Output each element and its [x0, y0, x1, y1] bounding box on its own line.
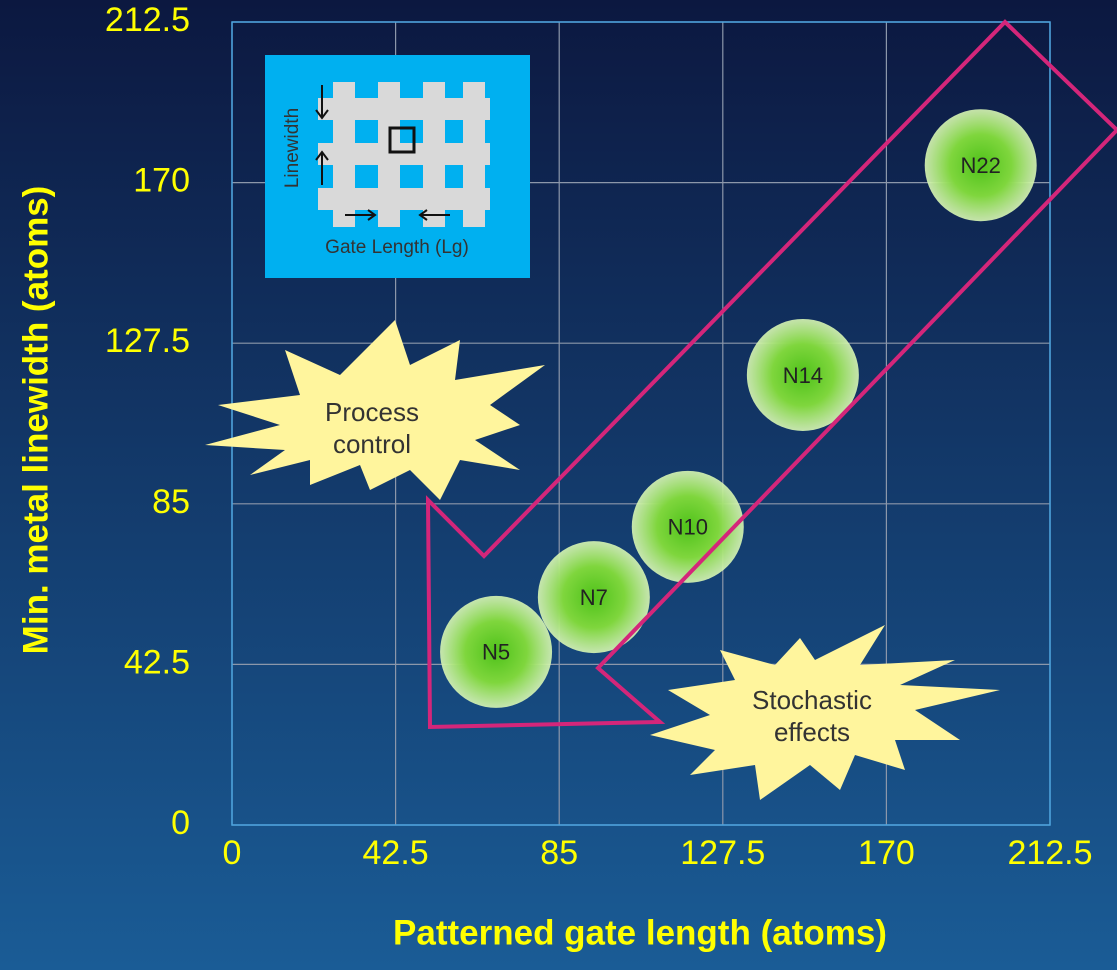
point-label: N5 — [482, 640, 510, 665]
y-axis-title: Min. metal linewidth (atoms) — [16, 186, 55, 655]
x-tick-label: 127.5 — [680, 834, 765, 872]
bubble — [440, 595, 553, 708]
inset-shape — [318, 98, 490, 120]
x-tick-label: 0 — [223, 834, 242, 872]
starburst — [650, 625, 1000, 800]
point-label: N14 — [783, 363, 823, 388]
inset-label: Linewidth — [282, 108, 303, 188]
x-tick-label: 170 — [858, 834, 915, 872]
plot-frame — [231, 21, 1051, 826]
y-tick-label: 127.5 — [105, 322, 190, 360]
y-tick-label: 212.5 — [105, 1, 190, 39]
inset-shape — [318, 143, 490, 165]
bubble — [537, 541, 650, 654]
inset-shape — [388, 126, 416, 154]
inset-arrows — [315, 85, 450, 221]
x-tick-label: 42.5 — [363, 834, 429, 872]
inset: Linewidth Gate Length (Lg) — [265, 55, 530, 278]
annotation: Stochastic effects — [752, 685, 872, 747]
y-tick-label: 170 — [133, 162, 190, 200]
y-tick-label: 42.5 — [124, 643, 190, 681]
bubble — [746, 318, 859, 431]
point-label: N7 — [580, 585, 608, 610]
bubble — [924, 109, 1037, 222]
x-axis-title: Patterned gate length (atoms) — [393, 913, 887, 952]
inset-shape — [318, 188, 490, 210]
point-label: N10 — [668, 515, 708, 540]
y-tick-label: 0 — [171, 804, 190, 842]
x-tick-label: 85 — [540, 834, 578, 872]
inset-label: Gate Length (Lg) — [325, 237, 469, 258]
starburst — [205, 320, 545, 500]
annotation: Process control — [325, 397, 419, 459]
arrow — [425, 19, 1117, 730]
x-tick-label: 212.5 — [1007, 834, 1092, 872]
point-label: N22 — [961, 153, 1001, 178]
bubble — [631, 470, 744, 583]
y-tick-label: 85 — [152, 483, 190, 521]
